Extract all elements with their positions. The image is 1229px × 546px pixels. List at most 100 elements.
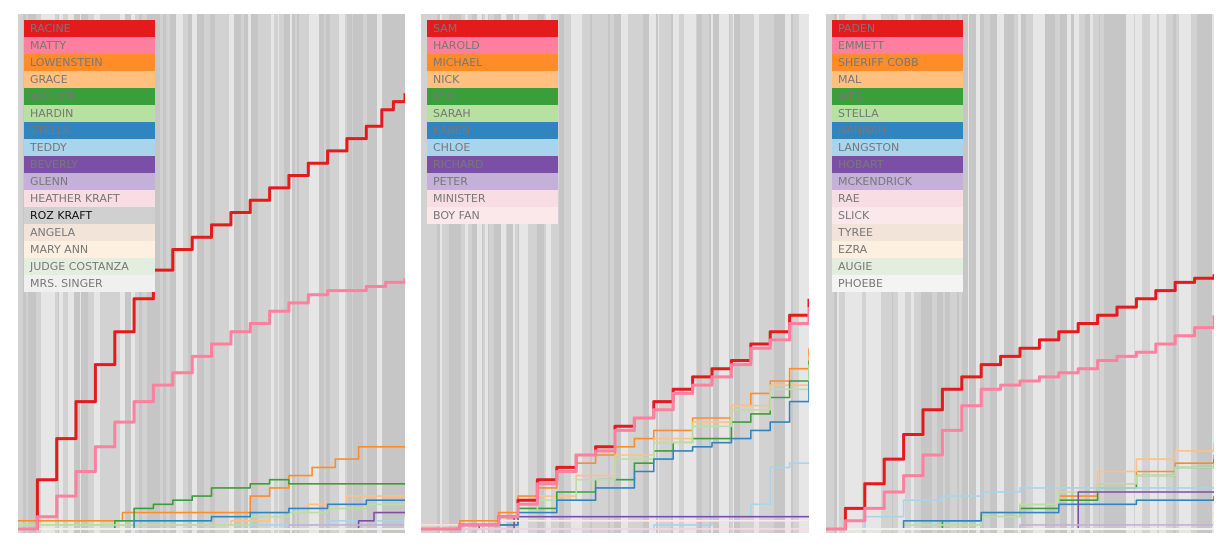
episode-band [221,14,225,533]
episode-band [1090,14,1093,533]
episode-band [154,14,160,533]
episode-band [367,14,370,533]
episode-band [1212,14,1214,533]
episode-band [799,14,804,533]
episode-band [1179,14,1186,533]
series-line-stella [18,499,405,530]
legend-item: MARY ANN [24,241,155,258]
legend-item: STELLA [24,122,155,139]
episode-band [215,14,221,533]
legend-item: MICHAEL [427,54,558,71]
episode-band [1159,14,1165,533]
episode-band [544,14,546,533]
episode-band [1126,14,1128,533]
legend-item: WILL [427,88,558,105]
episode-band [345,14,347,533]
episode-band [1203,14,1210,533]
episode-band [488,14,489,533]
episode-band [1085,14,1090,533]
episode-band [465,14,468,533]
episode-band [330,14,333,533]
episode-band [507,14,513,533]
episode-band [421,14,424,533]
episode-band [258,14,265,533]
episode-band [204,14,210,533]
episode-band [734,14,740,533]
episode-band [1165,14,1166,533]
episode-band [1135,14,1139,533]
episode-band [1210,14,1212,533]
episode-band [163,14,166,533]
series-line-hannah [826,496,1214,530]
episode-band [1045,14,1051,533]
episode-band [188,14,192,533]
episode-band [641,14,643,533]
episode-band [1173,14,1176,533]
episode-band [791,14,793,533]
legend-item: HANNAH [832,122,963,139]
episode-band [1004,14,1007,533]
episode-band [1100,14,1101,533]
episode-band [319,14,324,533]
episode-band [518,14,519,533]
episode-band [175,14,176,533]
episode-band [980,14,983,533]
series-line-emmett [826,315,1214,531]
episode-band [589,14,590,533]
episode-band [234,14,241,533]
episode-band [628,14,635,533]
episode-band [290,14,292,533]
legend-item: SLICK [832,207,963,224]
legend-item: HAROLD [427,37,558,54]
episode-band [665,14,671,533]
episode-band [284,14,290,533]
episode-band [1067,14,1071,533]
episode-band [719,14,724,533]
series-line-matty [18,278,405,531]
legend-3: PADEN EMMETT SHERIFF COBB MAL WES STELLA HANNA… [832,20,963,292]
episode-band [760,14,767,533]
episode-band [1007,14,1014,533]
episode-band [442,14,449,533]
legend-item: TEDDY [24,139,155,156]
episode-band [324,14,326,533]
episode-band [429,14,431,533]
episode-band [1139,14,1142,533]
episode-band [18,14,23,533]
episode-band [225,14,229,533]
episode-band [506,14,507,533]
legend-item: HOBART [832,156,963,173]
episode-band [827,14,834,533]
episode-band [793,14,799,533]
episode-band [983,14,984,533]
series-line-phoebe [826,524,1214,530]
chart-panel-3: PADEN EMMETT SHERIFF COBB MAL WES STELLA HANNA… [826,14,1214,533]
episode-band [170,14,175,533]
episode-band [711,14,713,533]
legend-item: LANGSTON [832,139,963,156]
episode-band [166,14,170,533]
episode-band [524,14,528,533]
episode-band [455,14,461,533]
episode-band [439,14,440,533]
episode-band [590,14,592,533]
episode-band [964,14,968,533]
episode-band [494,14,501,533]
episode-band [997,14,1004,533]
legend-item: MAL [832,71,963,88]
episode-band [705,14,709,533]
episode-band [501,14,506,533]
series-line-paden [826,274,1214,531]
episode-band [592,14,597,533]
episode-band [437,14,439,533]
episode-band [673,14,679,533]
episode-band [1101,14,1104,533]
episode-band [1014,14,1018,533]
episode-band [370,14,377,533]
legend-item: MCKENDRICK [832,173,963,190]
episode-band [277,14,278,533]
legend-item: MRS. SINGER [24,275,155,292]
episode-band [485,14,488,533]
episode-band [274,14,277,533]
legend-item: SHERIFF COBB [832,54,963,71]
